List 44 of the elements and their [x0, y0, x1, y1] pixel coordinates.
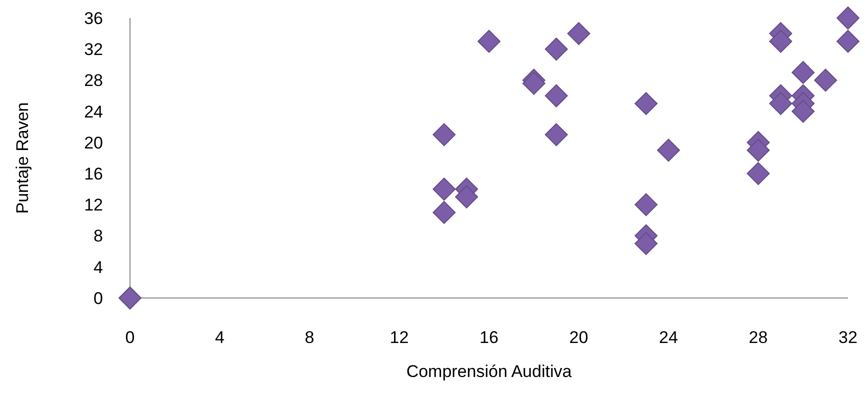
- point: [836, 30, 860, 53]
- point: [792, 60, 815, 84]
- y-tick-label: 16: [84, 164, 103, 184]
- point: [746, 138, 770, 162]
- y-tick-label: 28: [84, 71, 103, 90]
- y-tick-label: 4: [94, 258, 103, 277]
- point: [544, 84, 568, 108]
- point: [634, 92, 658, 116]
- point: [118, 286, 142, 310]
- x-tick-label: 20: [569, 328, 588, 347]
- point: [455, 185, 478, 208]
- y-axis-title: Puntaje Raven: [13, 102, 32, 214]
- point: [769, 30, 792, 53]
- x-tick-label: 16: [480, 328, 498, 347]
- point: [432, 178, 456, 201]
- point: [657, 138, 680, 162]
- x-axis-title: Comprensión Auditiva: [406, 362, 572, 381]
- point: [432, 200, 456, 224]
- x-tick-label: 24: [659, 328, 678, 347]
- point: [836, 6, 860, 30]
- y-tick-label: 36: [84, 8, 103, 28]
- x-tick-label: 0: [125, 328, 135, 347]
- point: [634, 193, 658, 216]
- y-tick-label: 12: [84, 196, 103, 215]
- x-tick-label: 12: [390, 328, 409, 347]
- point: [544, 38, 568, 61]
- point: [567, 22, 590, 46]
- y-tick-label: 8: [94, 226, 103, 246]
- x-tick-label: 32: [838, 328, 858, 347]
- point: [769, 92, 792, 116]
- point: [634, 232, 658, 256]
- point: [544, 123, 568, 146]
- x-tick-label: 4: [215, 328, 224, 347]
- point: [432, 123, 456, 146]
- point: [814, 68, 838, 92]
- point: [478, 30, 500, 53]
- y-tick-label: 0: [94, 288, 103, 308]
- y-tick-label: 20: [84, 133, 103, 152]
- x-tick-label: 28: [748, 328, 768, 347]
- x-tick-label: 8: [304, 328, 314, 347]
- y-tick-label: 32: [84, 40, 103, 60]
- point: [792, 100, 815, 123]
- point: [746, 162, 770, 186]
- y-tick-label: 24: [84, 102, 103, 122]
